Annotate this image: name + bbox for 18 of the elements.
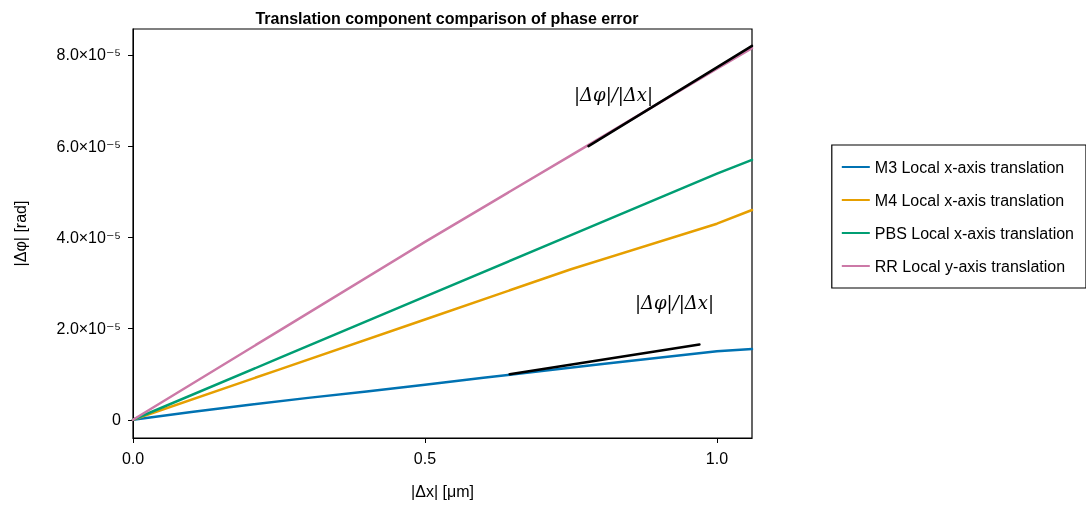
line-series — [131, 208, 754, 422]
annotation: |Δφ|/|Δx| — [573, 83, 654, 106]
y-tick-label: 2.0×10⁻⁵ — [56, 320, 121, 338]
y-tick-label: 6.0×10⁻⁵ — [56, 137, 121, 155]
x-tick-label: 0.0 — [121, 449, 145, 467]
annotation: |Δφ|/|Δx| — [634, 292, 714, 315]
x-tick-label: 1.0 — [705, 449, 729, 467]
y-axis-title: |Δφ| [rad] — [11, 200, 29, 267]
chart-title: Translation component comparison of phase error — [255, 9, 639, 27]
y-tick-label: 0 — [112, 411, 122, 429]
legend-label: RR Local y-axis translation — [874, 257, 1066, 275]
y-tick-label: 4.0×10⁻⁵ — [56, 228, 121, 246]
legend-label: PBS Local x-axis translation — [874, 224, 1074, 242]
y-tick-label: 8.0×10⁻⁵ — [56, 46, 121, 64]
legend-label: M4 Local x-axis translation — [874, 191, 1065, 209]
x-tick-label: 0.5 — [413, 449, 437, 467]
legend-label: M3 Local x-axis translation — [874, 158, 1065, 176]
x-axis-title: |Δx| [μm] — [411, 482, 474, 500]
